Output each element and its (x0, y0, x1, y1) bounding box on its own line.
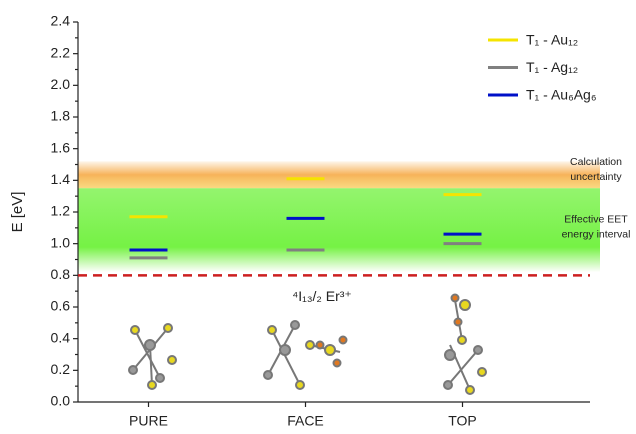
y-tick-label: 0.0 (51, 393, 71, 409)
x-tick-label: TOP (448, 413, 477, 429)
y-tick-label: 0.4 (51, 329, 71, 345)
region-label: energy interval (562, 228, 631, 240)
y-tick-label: 2.0 (51, 76, 71, 92)
x-tick-label: PURE (129, 413, 168, 429)
chart: E [eV] Calculation uncertainty Effective E… (0, 0, 636, 429)
y-tick-label: 1.4 (51, 171, 71, 187)
cluster-face (264, 321, 347, 389)
y-tick-label: 0.6 (51, 298, 71, 314)
shaded-region (78, 161, 600, 188)
y-tick-label: 1.8 (51, 108, 71, 124)
y-tick-label: 1.0 (51, 234, 71, 250)
legend-label: T₁ - Au₆Ag₆ (526, 87, 597, 103)
cluster-pure (129, 324, 176, 389)
cluster-top (444, 295, 486, 395)
y-tick-label: 0.8 (51, 266, 71, 282)
reference-label: ⁴I₁₃/₂ Er³⁺ (292, 288, 352, 304)
y-tick-label: 1.6 (51, 139, 71, 155)
x-tick-label: FACE (287, 413, 324, 429)
y-tick-label: 0.2 (51, 361, 71, 377)
legend-label: T₁ - Au₁₂ (526, 32, 578, 48)
y-tick-label: 1.2 (51, 203, 71, 219)
y-axis-label: E [eV] (9, 192, 26, 233)
y-tick-label: 2.4 (51, 13, 71, 29)
region-label: Calculation (570, 156, 622, 168)
y-tick-label: 2.2 (51, 44, 71, 60)
legend-label: T₁ - Ag₁₂ (526, 59, 578, 75)
region-label: uncertainty (570, 171, 622, 183)
shaded-region (78, 188, 600, 272)
region-label: Effective EET (564, 213, 628, 225)
